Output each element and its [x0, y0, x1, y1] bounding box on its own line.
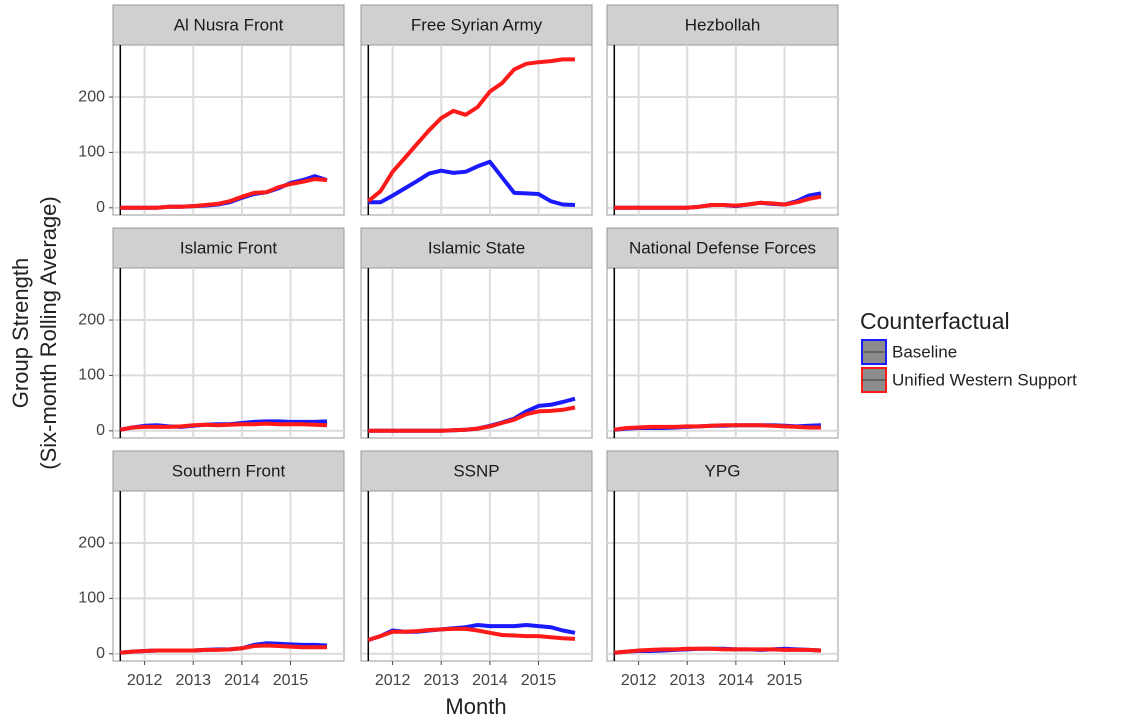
- panel: [112, 490, 345, 662]
- strip-label: National Defense Forces: [629, 238, 816, 257]
- panel: [112, 44, 345, 216]
- x-tick-label: 2013: [669, 672, 705, 689]
- strip-label: Free Syrian Army: [411, 15, 543, 34]
- series-line: [120, 643, 327, 655]
- x-tick-label: 2014: [224, 672, 260, 689]
- x-tick-label: 2012: [127, 672, 163, 689]
- series-line: [367, 57, 575, 203]
- strip-label: Southern Front: [172, 461, 286, 480]
- x-tick-label: 2012: [621, 672, 657, 689]
- series-line: [614, 194, 822, 210]
- x-tick-label: 2014: [718, 672, 754, 689]
- strip: [606, 450, 839, 492]
- x-tick-label: 2015: [767, 672, 803, 689]
- y-tick-label: 0: [96, 645, 105, 662]
- strip: [606, 227, 839, 269]
- x-tick-label: 2014: [472, 672, 508, 689]
- strip: [606, 4, 839, 46]
- series-line: [368, 159, 576, 207]
- y-tick-label: 0: [96, 422, 105, 439]
- series-line: [614, 423, 821, 432]
- strip-label: Islamic Front: [180, 238, 278, 257]
- x-tick-label: 2013: [175, 672, 211, 689]
- series-line: [120, 177, 328, 210]
- y-tick-label: 100: [78, 144, 105, 161]
- x-tick-label: 2013: [423, 672, 459, 689]
- y-axis-title: (Six-month Rolling Average): [36, 196, 61, 470]
- panel: [606, 267, 839, 439]
- panel: [360, 44, 593, 216]
- strip-label: YPG: [705, 461, 741, 480]
- panel: [606, 44, 839, 216]
- series-line: [119, 421, 328, 432]
- y-tick-label: 100: [78, 590, 105, 607]
- strip: [112, 450, 345, 492]
- strip-label: Islamic State: [428, 238, 525, 257]
- series-line: [614, 646, 822, 655]
- strip: [112, 4, 345, 46]
- panel: [606, 490, 839, 662]
- y-axis-title: Group Strength: [8, 258, 33, 408]
- strip: [112, 227, 345, 269]
- y-tick-label: 0: [96, 199, 105, 216]
- x-tick-label: 2015: [273, 672, 309, 689]
- strip-label: Al Nusra Front: [174, 15, 284, 34]
- legend-label: Baseline: [892, 342, 957, 361]
- strip-label: SSNP: [453, 461, 499, 480]
- x-tick-label: 2012: [375, 672, 411, 689]
- series-line: [368, 405, 576, 433]
- legend-label: Unified Western Support: [892, 370, 1077, 389]
- strip: [360, 227, 593, 269]
- panel: [360, 267, 593, 439]
- x-tick-label: 2015: [521, 672, 557, 689]
- legend-title: Counterfactual: [860, 308, 1010, 334]
- panel: [112, 267, 345, 439]
- x-axis-title: Month: [445, 694, 506, 719]
- y-tick-label: 200: [78, 311, 105, 328]
- y-tick-label: 100: [78, 367, 105, 384]
- series-line: [367, 626, 576, 642]
- y-tick-label: 200: [78, 88, 105, 105]
- strip-label: Hezbollah: [685, 15, 761, 34]
- y-tick-label: 200: [78, 534, 105, 551]
- strip: [360, 450, 593, 492]
- panel: [360, 490, 593, 662]
